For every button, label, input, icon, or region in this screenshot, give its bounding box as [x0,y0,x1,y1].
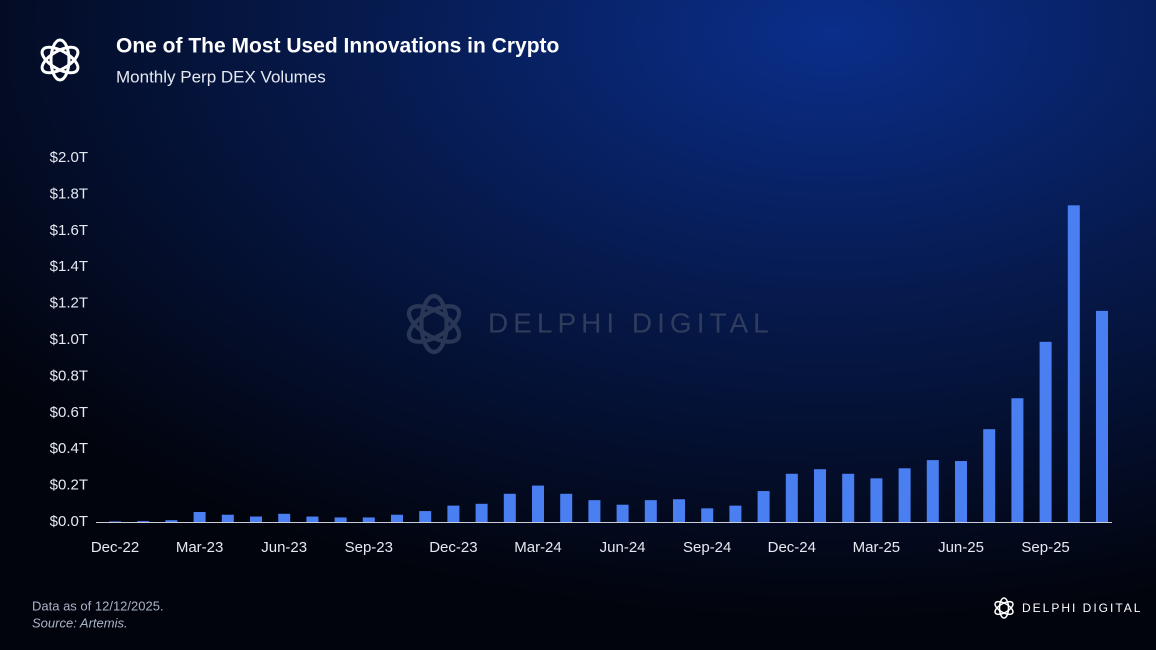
bar [193,511,206,522]
bar [503,493,516,522]
bar [616,504,629,522]
bar [221,514,234,522]
bar [334,517,347,522]
x-tick-label: Jun-24 [600,539,646,556]
y-tick-label: $1.4T [50,258,88,275]
bar [137,521,150,522]
bar [955,461,967,522]
x-tick-label: Dec-22 [91,539,139,556]
bar [109,521,121,522]
y-tick-label: $2.0T [50,149,88,166]
bar [1096,310,1108,522]
bar [814,469,826,522]
bar [532,485,544,522]
chart-subtitle: Monthly Perp DEX Volumes [116,67,326,86]
watermark: DELPHI DIGITAL [488,307,774,338]
bar [870,478,883,522]
y-tick-label: $0.4T [50,440,88,457]
bar [1039,341,1052,522]
x-tick-label: Jun-23 [261,539,307,556]
bar [588,500,601,522]
y-tick-label: $0.2T [50,477,88,494]
bar [560,493,573,522]
bar [278,513,291,522]
bar [785,473,798,522]
bar [306,516,319,522]
bar [391,514,403,522]
x-tick-label: Sep-25 [1021,539,1069,556]
bar [729,505,742,522]
bar [644,500,657,522]
bar [673,499,685,522]
bar [898,468,911,522]
bar [926,460,939,522]
bar [757,491,770,522]
bar [701,508,714,522]
x-tick-label: Sep-23 [345,539,393,556]
source: Source: Artemis. [32,615,128,630]
x-tick-label: Dec-23 [429,539,477,556]
x-tick-label: Sep-24 [683,539,731,556]
bar [1011,398,1024,522]
y-tick-label: $0.0T [50,513,88,530]
y-tick-label: $0.6T [50,404,88,421]
x-tick-label: Dec-24 [768,539,816,556]
bar [842,473,855,522]
bar [419,511,432,522]
bar [165,520,178,522]
y-tick-label: $1.2T [50,295,88,312]
y-tick-label: $1.6T [50,222,88,239]
bar [475,503,488,522]
bar [1067,205,1080,522]
bar [250,516,262,522]
bar [362,517,375,522]
bar [447,505,460,522]
x-tick-label: Mar-23 [176,539,224,556]
y-tick-label: $1.0T [50,331,88,348]
y-tick-label: $0.8T [50,367,88,384]
brand: DELPHI DIGITAL [1022,601,1142,615]
x-tick-label: Jun-25 [938,539,984,556]
bar [983,429,996,522]
note: Data as of 12/12/2025. [32,598,164,613]
y-tick-label: $1.8T [50,185,88,202]
x-tick-label: Mar-25 [853,539,901,556]
chart-title: One of The Most Used Innovations in Cryp… [116,35,559,58]
x-tick-label: Mar-24 [514,539,562,556]
